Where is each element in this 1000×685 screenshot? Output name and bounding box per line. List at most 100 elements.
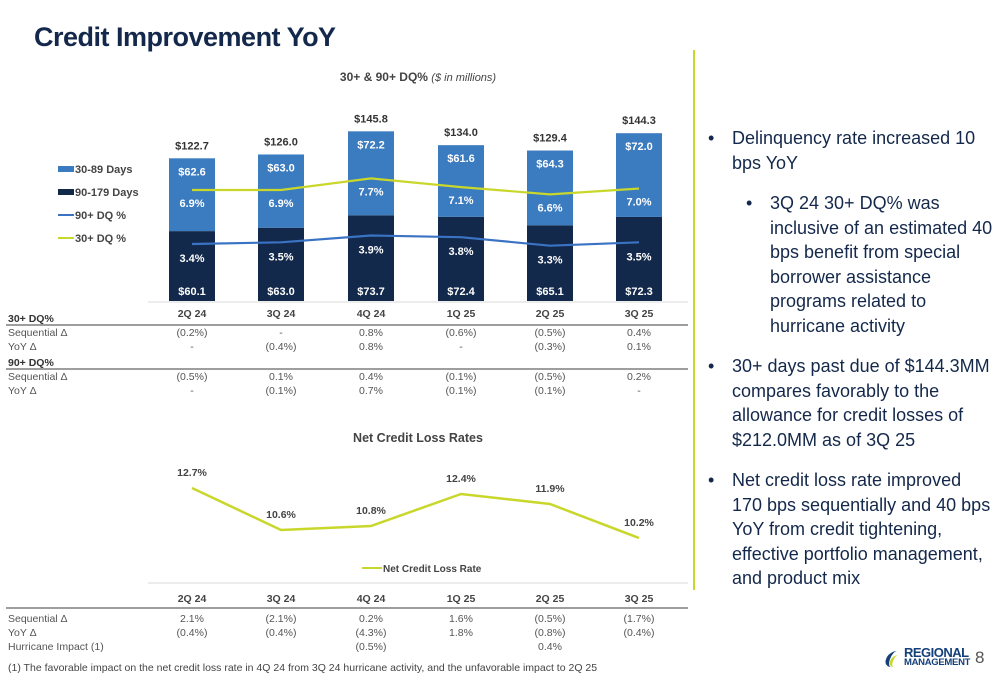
bar-30-89-days <box>438 145 484 217</box>
bullet-list: Delinquency rate increased 10 bps YoY 3Q… <box>708 126 993 607</box>
footnote: (1) The favorable impact on the net cred… <box>8 662 598 674</box>
ncl-table-cell: (0.4%) <box>624 627 655 639</box>
legend-90-179-days: 90-179 Days <box>75 187 139 199</box>
dq-table-column-header: 2Q 25 <box>536 308 565 320</box>
point-label-30-plus-dq: 7.1% <box>448 195 473 207</box>
point-label-net-credit-loss: 12.7% <box>177 467 207 479</box>
point-label-net-credit-loss: 12.4% <box>446 473 476 485</box>
bar-label-90-179: $73.7 <box>357 286 385 298</box>
bar-total-label: $144.3 <box>622 115 656 127</box>
point-label-net-credit-loss: 10.8% <box>356 505 386 517</box>
dq-table-column-header: 2Q 24 <box>178 308 207 320</box>
dq-table-cell: (0.4%) <box>266 341 297 353</box>
dq-table-cell: - <box>190 341 194 353</box>
dq-table-cell: - <box>637 385 641 397</box>
bar-30-89-days <box>616 133 662 217</box>
dq-table-cell: (0.2%) <box>177 327 208 339</box>
bullet-item: Delinquency rate increased 10 bps YoY <box>708 126 993 175</box>
dq-table-cell: 0.4% <box>359 371 383 383</box>
point-label-30-plus-dq: 6.9% <box>179 198 204 210</box>
legend-30-89-days-swatch <box>58 166 74 172</box>
ncl-table-row-label: Sequential Δ <box>8 613 68 625</box>
dq-table-cell: (0.1%) <box>266 385 297 397</box>
line-90-plus-dq <box>191 234 640 247</box>
dq-chart-title: 30+ & 90+ DQ% ($ in millions) <box>340 70 497 84</box>
dq-table-cell: 0.8% <box>359 327 383 339</box>
bar-90-179-days <box>258 227 304 301</box>
page-number: 8 <box>975 648 985 667</box>
dq-table-section-header: 30+ DQ% <box>8 313 54 325</box>
legend-30-plus-dq: 30+ DQ % <box>75 233 126 245</box>
page-title: Credit Improvement YoY <box>34 22 336 52</box>
dq-table-cell: - <box>279 327 283 339</box>
bar-30-89-days <box>527 150 573 226</box>
ncl-table-cell: 1.8% <box>449 627 473 639</box>
point-label-30-plus-dq: 6.6% <box>537 202 562 214</box>
dq-table-row-label: YoY Δ <box>8 341 37 353</box>
bullet-item: Net credit loss rate improved 170 bps se… <box>708 468 993 591</box>
ncl-table-column-header: 3Q 24 <box>267 593 296 605</box>
point-label-net-credit-loss: 11.9% <box>535 483 565 495</box>
dq-table-cell: (0.5%) <box>535 371 566 383</box>
dq-table-cell: - <box>459 341 463 353</box>
dq-table-row-label: YoY Δ <box>8 385 37 397</box>
point-label-30-plus-dq: 7.0% <box>626 197 651 209</box>
bar-label-30-89: $61.6 <box>447 153 475 165</box>
dq-table-cell: - <box>190 385 194 397</box>
point-label-90-plus-dq: 3.5% <box>268 251 293 263</box>
dq-table-column-header: 3Q 25 <box>625 308 654 320</box>
point-label-90-plus-dq: 3.5% <box>626 251 651 263</box>
dq-table-cell: (0.5%) <box>177 371 208 383</box>
dq-table-cell: (0.1%) <box>446 385 477 397</box>
dq-table-cell: (0.6%) <box>446 327 477 339</box>
point-label-90-plus-dq: 3.3% <box>537 255 562 267</box>
dq-table-section-header: 90+ DQ% <box>8 357 54 369</box>
dq-table-column-header: 3Q 24 <box>267 308 296 320</box>
dq-table-cell: (0.3%) <box>535 341 566 353</box>
bar-label-90-179: $65.1 <box>536 286 564 298</box>
line-net-credit-loss-rate <box>191 486 640 540</box>
dq-table-column-header: 1Q 25 <box>447 308 476 320</box>
legend-90-179-days-swatch <box>58 189 74 195</box>
bar-label-30-89: $72.2 <box>357 139 385 151</box>
legend-90-plus-dq: 90+ DQ % <box>75 210 126 222</box>
ncl-table-cell: (0.5%) <box>356 641 387 653</box>
line-30-plus-dq <box>192 177 640 196</box>
ncl-table-cell: (2.1%) <box>266 613 297 625</box>
bar-label-90-179: $63.0 <box>267 286 295 298</box>
ncl-table-cell: (4.3%) <box>356 627 387 639</box>
dq-table-cell: 0.2% <box>627 371 651 383</box>
bar-total-label: $129.4 <box>533 133 568 145</box>
company-logo: REGIONAL MANAGEMENT <box>883 645 970 675</box>
ncl-table-column-header: 2Q 25 <box>536 593 565 605</box>
ncl-table-cell: (0.4%) <box>266 627 297 639</box>
bar-90-179-days <box>348 215 394 301</box>
ncl-chart-title: Net Credit Loss Rates <box>353 431 483 445</box>
bar-90-179-days <box>616 216 662 301</box>
dq-table-cell: (0.1%) <box>446 371 477 383</box>
ncl-table-row-label: YoY Δ <box>8 627 37 639</box>
ncl-table-column-header: 3Q 25 <box>625 593 654 605</box>
bar-label-30-89: $64.3 <box>536 159 564 171</box>
point-label-90-plus-dq: 3.4% <box>179 253 204 265</box>
ncl-table-cell: (0.5%) <box>535 613 566 625</box>
vertical-divider <box>693 50 695 590</box>
bar-90-179-days <box>527 225 573 301</box>
bar-label-90-179: $72.3 <box>625 286 653 298</box>
legend-net-credit-loss: Net Credit Loss Rate <box>383 564 482 575</box>
ncl-table-cell: 2.1% <box>180 613 204 625</box>
bar-total-label: $126.0 <box>264 136 298 148</box>
legend-30-89-days: 30-89 Days <box>75 164 133 176</box>
point-label-net-credit-loss: 10.6% <box>266 509 296 521</box>
bar-30-89-days <box>258 154 304 228</box>
bar-total-label: $122.7 <box>175 140 209 152</box>
sub-bullet-item: 3Q 24 30+ DQ% was inclusive of an estima… <box>746 191 993 338</box>
ncl-table-cell: 1.6% <box>449 613 473 625</box>
point-label-net-credit-loss: 10.2% <box>624 517 654 529</box>
bar-label-30-89: $63.0 <box>267 162 295 174</box>
ncl-table-cell: 0.2% <box>359 613 383 625</box>
bar-label-30-89: $62.6 <box>178 166 206 178</box>
logo-text-line1: REGIONAL <box>904 645 969 660</box>
dq-table-row-label: Sequential Δ <box>8 371 68 383</box>
